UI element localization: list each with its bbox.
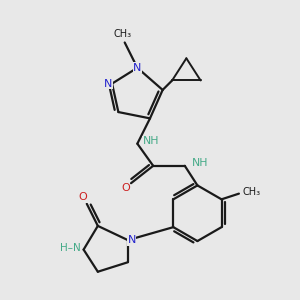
Text: H–N: H–N [60, 243, 81, 253]
Text: N: N [128, 235, 136, 245]
Text: NH: NH [192, 158, 208, 168]
Text: O: O [79, 192, 87, 203]
Text: NH: NH [142, 136, 159, 146]
Text: N: N [133, 63, 142, 73]
Text: N: N [104, 79, 112, 88]
Text: CH₃: CH₃ [113, 28, 131, 39]
Text: CH₃: CH₃ [242, 188, 261, 197]
Text: O: O [121, 183, 130, 193]
